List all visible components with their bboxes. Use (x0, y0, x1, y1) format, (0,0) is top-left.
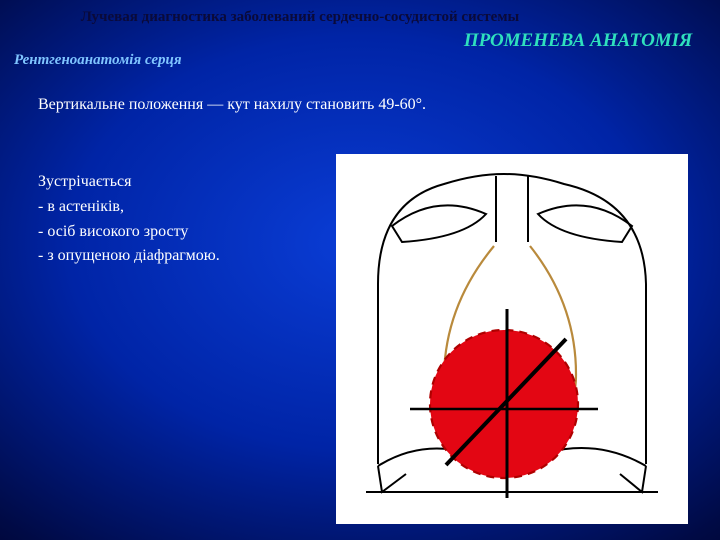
slide-root: Лучевая диагностика заболеваний сердечно… (0, 0, 720, 540)
header-title-right: ПРОМЕНЕВА АНАТОМІЯ (438, 30, 718, 52)
list-item-3: - з опущеною діафрагмою. (38, 244, 220, 269)
subtitle-left: Рентгеноанатомія серця (14, 52, 182, 69)
occurrence-list: Зустрічається - в астеніків, - осіб висо… (38, 170, 220, 269)
list-intro: Зустрічається (38, 170, 220, 195)
list-item-1: - в астеніків, (38, 195, 220, 220)
header-title-ru: Лучевая диагностика заболеваний сердечно… (40, 8, 560, 26)
list-item-2: - осіб високого зросту (38, 220, 220, 245)
heart-diagram (336, 154, 688, 524)
heart-diagram-svg (336, 154, 688, 524)
body-text-line1: Вертикальне положення — кут нахилу стано… (38, 96, 426, 114)
